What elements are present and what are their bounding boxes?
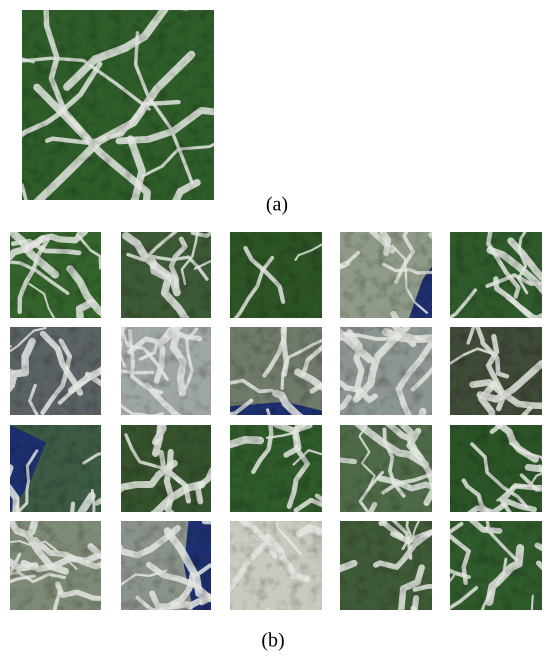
- texture: [10, 327, 101, 415]
- texture: [340, 521, 432, 610]
- valley: [0, 300, 11, 346]
- caption-a: (a): [266, 194, 288, 216]
- satellite-image: [228, 214, 343, 328]
- valley: [100, 305, 124, 366]
- texture: [230, 232, 322, 318]
- texture: [121, 232, 211, 318]
- texture: [121, 327, 211, 415]
- texture: [22, 10, 214, 200]
- texture: [450, 232, 542, 318]
- texture: [230, 425, 322, 512]
- texture: [340, 327, 432, 415]
- texture: [340, 232, 432, 318]
- figure: (a) (b): [0, 0, 548, 657]
- texture: [230, 521, 322, 610]
- texture: [10, 232, 101, 318]
- valley: [413, 608, 491, 657]
- texture: [121, 521, 211, 610]
- texture: [121, 425, 211, 512]
- texture: [450, 425, 542, 512]
- texture: [450, 327, 542, 415]
- caption-b: (b): [261, 630, 284, 652]
- valley: [0, 372, 10, 400]
- image-content: [228, 214, 343, 328]
- texture: [230, 327, 322, 415]
- texture: [340, 425, 432, 512]
- page: (a) (b) (() => { const data = JSON.parse…: [0, 0, 548, 657]
- texture: [10, 521, 101, 610]
- texture: [10, 425, 101, 512]
- texture: [450, 521, 542, 610]
